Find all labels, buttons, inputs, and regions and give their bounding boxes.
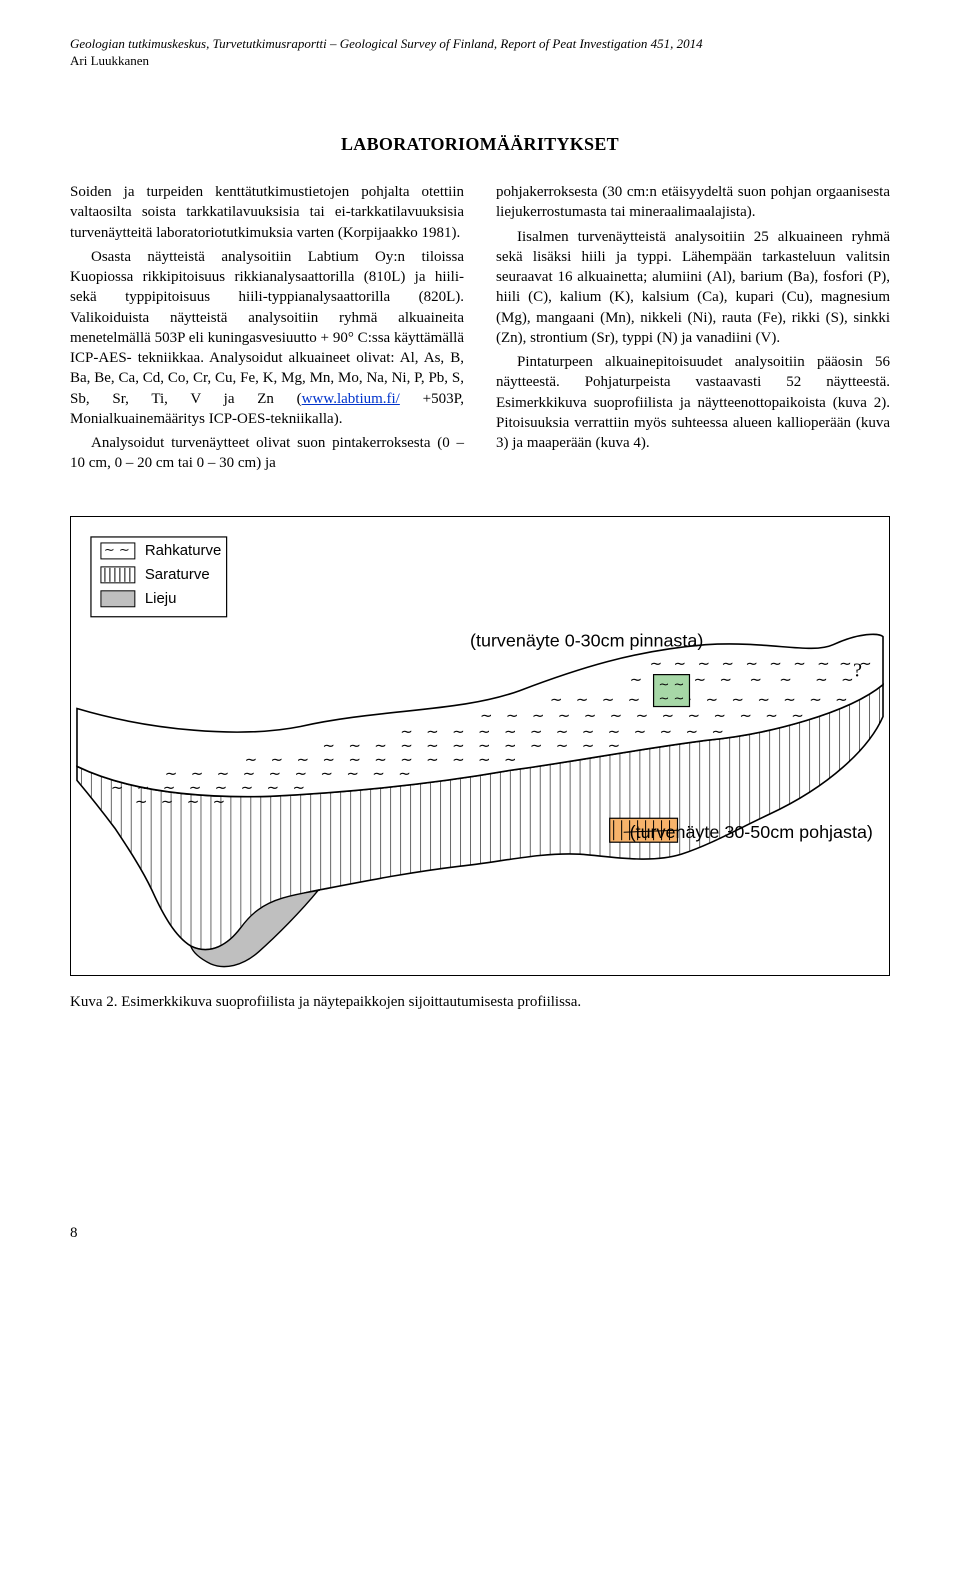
svg-text:Saraturve: Saraturve [145, 565, 210, 582]
svg-text:∼: ∼ [582, 738, 595, 754]
left-p2-a: Osasta näytteistä analysoitiin Labtium O… [70, 249, 464, 407]
svg-text:∼: ∼ [506, 708, 519, 724]
svg-text:∼: ∼ [791, 708, 804, 724]
svg-text:∼: ∼ [660, 724, 673, 740]
running-header: Geologian tutkimuskeskus, Turvetutkimusr… [0, 0, 960, 74]
svg-text:∼: ∼ [119, 541, 130, 556]
right-p1: pohjakerroksesta (30 cm:n etäisyydeltä s… [496, 182, 890, 223]
figure-2: ∼∼∼∼∼∼∼∼∼∼∼∼∼∼∼∼∼∼∼∼∼∼∼∼∼∼∼∼∼∼∼∼∼∼∼∼∼∼∼∼… [70, 516, 890, 977]
section-title: LABORATORIOMÄÄRITYKSET [0, 132, 960, 156]
svg-text:∼: ∼ [608, 738, 621, 754]
svg-text:∼: ∼ [584, 708, 597, 724]
svg-text:∼: ∼ [841, 672, 854, 688]
svg-text:∼: ∼ [187, 794, 200, 810]
header-line-1: Geologian tutkimuskeskus, Turvetutkimusr… [70, 36, 890, 53]
svg-text:∼: ∼ [793, 656, 806, 672]
svg-text:(turvenäyte 0-30cm pinnasta): (turvenäyte 0-30cm pinnasta) [470, 630, 703, 650]
svg-text:∼: ∼ [693, 672, 706, 688]
svg-text:∼: ∼ [674, 656, 687, 672]
svg-text:Lieju: Lieju [145, 589, 177, 606]
svg-text:∼: ∼ [769, 656, 782, 672]
svg-text:∼: ∼ [372, 766, 385, 782]
svg-text:∼: ∼ [721, 656, 734, 672]
svg-text:∼: ∼ [687, 708, 700, 724]
svg-text:∼: ∼ [346, 766, 359, 782]
svg-text:∼: ∼ [267, 780, 280, 796]
svg-text:∼: ∼ [104, 541, 115, 556]
svg-text:Rahkaturve: Rahkaturve [145, 541, 221, 558]
svg-text:∼: ∼ [662, 708, 675, 724]
body-columns: Soiden ja turpeiden kenttätutkimustietoj… [0, 182, 960, 478]
svg-text:∼: ∼ [636, 708, 649, 724]
svg-text:∼: ∼ [628, 692, 641, 708]
svg-text:∼: ∼ [602, 692, 615, 708]
svg-text:∼: ∼ [749, 672, 762, 688]
svg-text:∼: ∼ [213, 794, 226, 810]
svg-text:∼: ∼ [558, 708, 571, 724]
left-p3: Analysoidut turvenäytteet olivat suon pi… [70, 433, 464, 474]
svg-text:∼: ∼ [745, 656, 758, 672]
svg-text:∼: ∼ [634, 724, 647, 740]
right-p2: Iisalmen turvenäytteistä analysoitiin 25… [496, 227, 890, 349]
svg-text:∼: ∼ [809, 692, 822, 708]
svg-text:∼: ∼ [550, 692, 563, 708]
svg-text:∼: ∼ [713, 708, 726, 724]
svg-text:∼: ∼ [610, 708, 623, 724]
page-number: 8 [0, 1223, 960, 1283]
column-right: pohjakerroksesta (30 cm:n etäisyydeltä s… [496, 182, 890, 478]
svg-text:∼: ∼ [630, 672, 643, 688]
svg-text:∼: ∼ [659, 676, 670, 691]
svg-text:∼: ∼ [739, 708, 752, 724]
svg-text:∼: ∼ [757, 692, 770, 708]
svg-text:∼: ∼ [556, 738, 569, 754]
svg-text:∼: ∼ [779, 672, 792, 688]
svg-text:∼: ∼ [674, 690, 685, 705]
svg-text:∼: ∼ [839, 656, 852, 672]
svg-text:∼: ∼ [292, 780, 305, 796]
svg-text:∼: ∼ [576, 692, 589, 708]
svg-text:∼: ∼ [659, 690, 670, 705]
svg-text:∼: ∼ [817, 656, 830, 672]
svg-text:∼: ∼ [835, 692, 848, 708]
svg-text:∼: ∼ [532, 708, 545, 724]
svg-text:∼: ∼ [731, 692, 744, 708]
svg-text:∼: ∼ [705, 692, 718, 708]
svg-text:∼: ∼ [426, 752, 439, 768]
labtium-link[interactable]: www.labtium.fi/ [302, 391, 400, 407]
svg-text:∼: ∼ [697, 656, 710, 672]
svg-text:(turvenäyte 30-50cm pohjasta): (turvenäyte 30-50cm pohjasta) [630, 822, 873, 842]
svg-text:∼: ∼ [480, 708, 493, 724]
svg-text:∼: ∼ [674, 676, 685, 691]
svg-text:?: ? [853, 659, 862, 681]
column-left: Soiden ja turpeiden kenttätutkimustietoj… [70, 182, 464, 478]
svg-text:∼: ∼ [685, 724, 698, 740]
svg-text:∼: ∼ [711, 724, 724, 740]
svg-text:∼: ∼ [719, 672, 732, 688]
svg-text:∼: ∼ [530, 738, 543, 754]
svg-text:∼: ∼ [765, 708, 778, 724]
svg-text:∼: ∼ [161, 794, 174, 810]
figure-2-caption: Kuva 2. Esimerkkikuva suoprofiilista ja … [70, 992, 890, 1012]
svg-text:∼: ∼ [478, 752, 491, 768]
svg-text:∼: ∼ [783, 692, 796, 708]
svg-text:∼: ∼ [241, 780, 254, 796]
svg-text:∼: ∼ [320, 766, 333, 782]
svg-text:∼: ∼ [650, 656, 663, 672]
svg-text:∼: ∼ [111, 780, 124, 796]
header-author: Ari Luukkanen [70, 53, 890, 70]
svg-text:∼: ∼ [504, 752, 517, 768]
svg-text:∼: ∼ [452, 752, 465, 768]
left-p2: Osasta näytteistä analysoitiin Labtium O… [70, 247, 464, 429]
svg-text:∼: ∼ [398, 766, 411, 782]
right-p3: Pintaturpeen alkuainepitoisuudet analyso… [496, 352, 890, 453]
svg-text:∼: ∼ [135, 794, 148, 810]
left-p1: Soiden ja turpeiden kenttätutkimustietoj… [70, 182, 464, 243]
svg-text:∼: ∼ [815, 672, 828, 688]
